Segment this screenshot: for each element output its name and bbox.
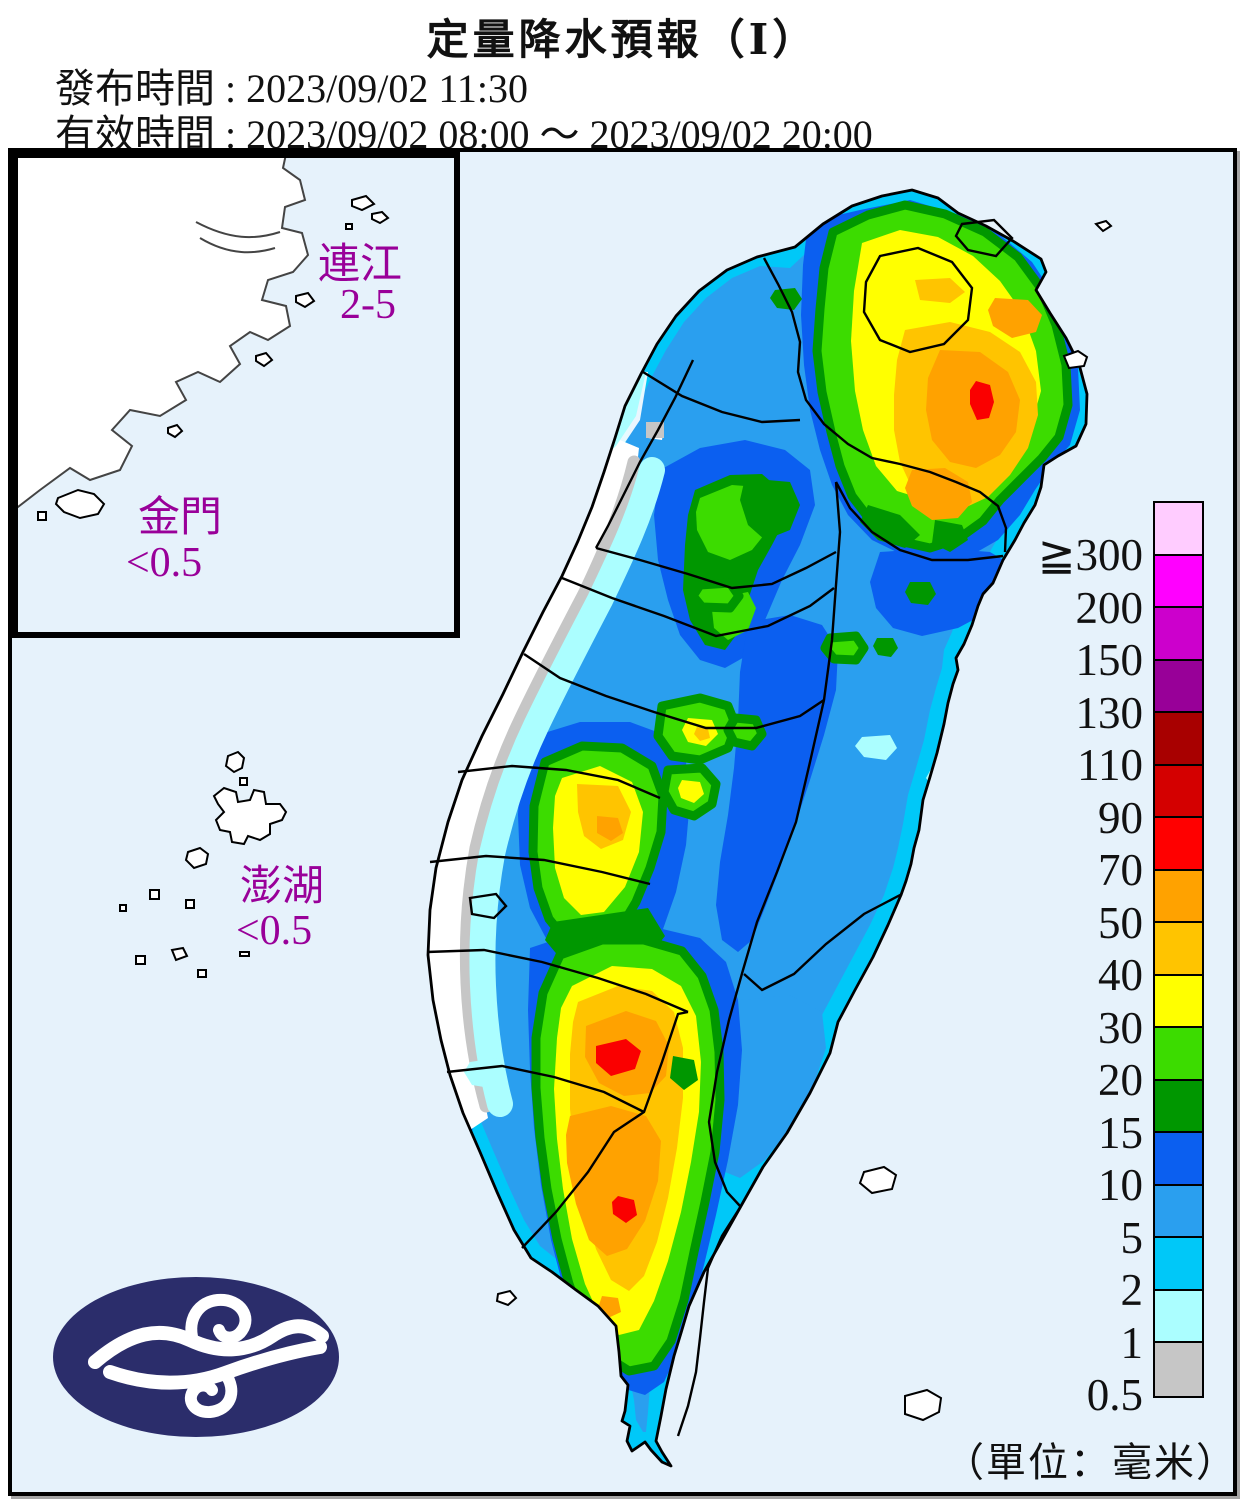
legend-row: 30 — [1006, 973, 1204, 1051]
legend-tick: 0.5 — [1086, 1370, 1143, 1421]
legend-row: 90 — [1006, 763, 1204, 841]
legend-tick: 5 — [1120, 1212, 1144, 1263]
county-boundaries — [426, 218, 1014, 1437]
legend-row: 50 — [1006, 868, 1204, 946]
lienchiang-label: 連江 — [318, 242, 402, 288]
legend-tick: 30 — [1098, 1002, 1143, 1053]
legend-tick: 50 — [1098, 897, 1143, 948]
issued-time-line: 發布時間 : 2023/09/02 11:30 — [55, 56, 528, 114]
legend-row: 200 — [1006, 553, 1204, 631]
legend-row: 70 — [1006, 816, 1204, 893]
legend-row: 0.5 — [1006, 1341, 1204, 1418]
legend-tick: 10 — [1098, 1160, 1143, 1211]
forecast-map: 澎湖 <0.5 連江 2-5 金門 <0.5 — [8, 148, 1237, 1496]
lienchiang-value: 2-5 — [340, 282, 396, 328]
taiwan-precipitation-map: 澎湖 <0.5 連江 2-5 金門 <0.5 — [12, 152, 1113, 1468]
legend-tick: 2 — [1120, 1265, 1144, 1316]
penghu-label: 澎湖 — [240, 864, 324, 910]
legend-tick: 1 — [1120, 1317, 1144, 1368]
legend-tick: 150 — [1075, 635, 1144, 686]
penghu-value: <0.5 — [236, 908, 312, 954]
page-title: 定量降水預報（Ⅰ） — [426, 18, 819, 64]
legend-swatch — [1153, 816, 1204, 873]
inset-map: 連江 2-5 金門 <0.5 — [12, 152, 460, 638]
legend-swatch — [1153, 1288, 1204, 1345]
legend-tick: 40 — [1098, 950, 1143, 1001]
legend-swatch — [1153, 553, 1204, 610]
legend-swatch — [1153, 1131, 1204, 1188]
legend-tick: ≧300 — [1037, 530, 1143, 581]
taiwan-coastline — [426, 188, 1089, 1468]
legend-swatch — [1153, 921, 1204, 978]
legend-row: 1 — [1006, 1288, 1204, 1366]
legend-tick: 20 — [1098, 1055, 1143, 1106]
legend-tick: 15 — [1098, 1107, 1143, 1158]
legend-tick: 90 — [1098, 792, 1143, 843]
legend-row: 110 — [1006, 711, 1204, 788]
legend-tick: 110 — [1077, 740, 1143, 791]
legend-tick: 70 — [1098, 845, 1143, 896]
legend-row: 15 — [1006, 1078, 1204, 1156]
legend-swatch — [1153, 1183, 1204, 1240]
legend-tick: 130 — [1075, 687, 1144, 738]
legend-row: 40 — [1006, 921, 1204, 998]
legend-swatch — [1153, 711, 1204, 768]
legend-row: ≧300 — [1006, 501, 1204, 578]
legend-swatch — [1153, 606, 1204, 663]
legend-row: 130 — [1006, 658, 1204, 736]
kinmen-label: 金門 — [138, 494, 222, 541]
legend-swatch — [1153, 1341, 1204, 1398]
legend-swatch — [1153, 658, 1204, 715]
issued-time-value: 2023/09/02 11:30 — [246, 66, 528, 111]
kinmen-value: <0.5 — [126, 540, 202, 586]
legend-row: 2 — [1006, 1236, 1204, 1313]
issued-time-label: 發布時間 : — [55, 66, 237, 111]
legend-row: 150 — [1006, 606, 1204, 683]
legend-unit: （單位：毫米） — [944, 1440, 1238, 1485]
precip-legend: ≧300 200 150 130 110 90 70 50 40 30 20 1… — [1006, 501, 1204, 1418]
legend-swatch — [1153, 763, 1204, 820]
legend-swatch — [1153, 1078, 1204, 1135]
legend-swatch — [1153, 1236, 1204, 1293]
legend-swatch — [1153, 1026, 1204, 1083]
legend-swatch — [1153, 973, 1204, 1030]
legend-row: 20 — [1006, 1026, 1204, 1103]
cwb-logo — [53, 1277, 339, 1437]
legend-swatch — [1153, 868, 1204, 925]
offshore-islands — [119, 219, 1113, 1422]
cloud-swirl-icon — [88, 1293, 329, 1418]
legend-tick: 200 — [1075, 582, 1144, 633]
legend-swatch — [1153, 501, 1204, 558]
